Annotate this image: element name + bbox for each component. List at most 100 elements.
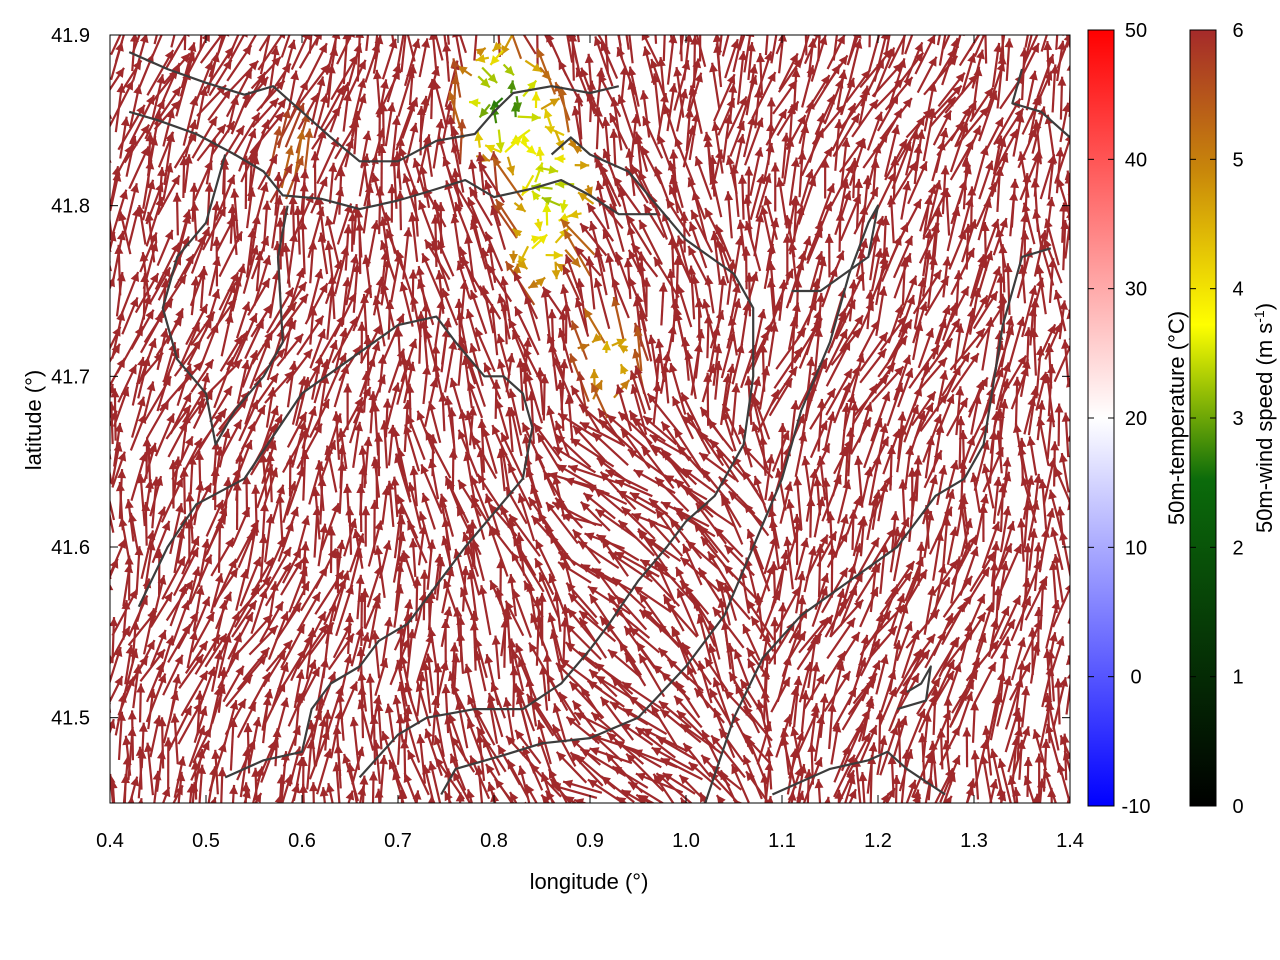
wind-vector-head	[352, 263, 362, 273]
wind-vector-head	[113, 647, 123, 658]
wind-vector-head	[1035, 277, 1045, 288]
wind-vector-head	[570, 257, 581, 268]
wind-vector-head	[826, 388, 836, 399]
wind-vector-head	[326, 526, 336, 536]
wind-vector-head	[660, 502, 672, 511]
wind-vector-head	[289, 232, 299, 243]
wind-vector-head	[533, 17, 542, 26]
wind-vector-head	[753, 475, 762, 486]
wind-vector-head	[198, 706, 208, 717]
wind-vector-head	[193, 702, 202, 713]
wind-vector-head	[733, 649, 743, 660]
wind-vector-head	[558, 310, 568, 320]
wind-vector-head	[335, 186, 345, 197]
wind-vector-head	[766, 243, 776, 254]
wind-vector-head	[988, 182, 997, 193]
wind-vector-head	[145, 160, 155, 170]
wind-vector-head	[212, 236, 222, 246]
wind-vector-head	[821, 443, 830, 454]
wind-vector	[391, 35, 396, 47]
wind-vector-head	[983, 198, 992, 209]
wind-vector-head	[1073, 274, 1082, 283]
wind-vector-head	[851, 328, 861, 339]
wind-vector-head	[1033, 542, 1043, 552]
wind-vector-head	[857, 138, 867, 149]
wind-vector-head	[1002, 471, 1012, 482]
wind-vector-head	[228, 717, 238, 728]
wind-vector-head	[706, 363, 716, 374]
wind-vector-head	[778, 109, 787, 120]
wind-vector-head	[879, 423, 889, 434]
wind-vector-head	[265, 452, 275, 462]
wind-vector-head	[976, 49, 985, 60]
wind-vector-head	[938, 318, 948, 329]
wind-vector-head	[580, 687, 590, 698]
wind-vector-head	[593, 107, 603, 117]
wind-vector-head	[868, 383, 878, 394]
wind-vector-head	[902, 181, 912, 191]
wind-vector-head	[116, 83, 126, 94]
wind-vector-head	[668, 363, 678, 373]
wind-vector-head	[160, 328, 169, 339]
wind-vector-head	[991, 521, 1001, 532]
wind-vector-head	[887, 669, 897, 680]
wind-vector-head	[540, 374, 550, 384]
wind-vector-head	[948, 302, 958, 313]
wind-vector-head	[1022, 596, 1031, 607]
wind-vector-head	[155, 182, 164, 193]
wind-vector-head	[580, 223, 590, 234]
wind-vector-head	[896, 316, 906, 327]
wind-vector-head	[568, 464, 579, 474]
wind-vector-head	[916, 116, 925, 127]
wind-vector-head	[712, 607, 722, 618]
wind-vector-head	[816, 714, 826, 725]
wind-vector-head	[141, 501, 151, 512]
wind-vector-head	[229, 700, 239, 711]
wind-vector-head	[204, 60, 213, 72]
wind-vector	[100, 188, 107, 231]
wind-vector-head	[95, 501, 104, 511]
wind-vector-head	[396, 505, 405, 515]
wind-vector-head	[190, 201, 200, 212]
wind-vector-head	[933, 414, 942, 425]
wind-vector-head	[174, 654, 183, 665]
wind-vector-head	[782, 655, 792, 666]
wind-vector-head	[984, 250, 994, 261]
wind-vector-head	[357, 321, 367, 331]
wind-vector-head	[195, 450, 205, 461]
wind-vector-head	[633, 326, 643, 337]
wind-vector-head	[919, 301, 928, 312]
wind-vector-head	[894, 304, 904, 315]
wind-vector-head	[110, 558, 119, 569]
wind-vector-head	[544, 525, 555, 536]
wind-vector-head	[264, 689, 274, 699]
wind-vector-head	[328, 162, 338, 173]
wind-vector-head	[467, 381, 476, 392]
wind-vector-head	[602, 148, 612, 159]
wind-vector-head	[230, 272, 239, 283]
wind-vector-head	[599, 419, 609, 429]
wind-vector-head	[336, 539, 346, 550]
wind-vector-head	[771, 590, 781, 601]
wind-vector-head	[871, 232, 881, 242]
wind-vector-head	[946, 489, 955, 500]
wind-vector-head	[929, 474, 938, 485]
wind-vector-head	[233, 231, 243, 242]
wind-vector-head	[625, 148, 635, 158]
wind-vector	[110, 215, 114, 242]
wind-vector-head	[110, 583, 114, 591]
wind-vector-head	[595, 180, 605, 191]
wind-vector-head	[658, 563, 668, 574]
wind-vector-head	[584, 186, 593, 197]
wind-vector-head	[836, 651, 846, 662]
wind-vector-head	[619, 65, 629, 76]
wind-vector-head	[425, 633, 434, 644]
wind-vector-head	[151, 476, 161, 487]
wind-vector-head	[96, 375, 105, 384]
wind-vector-head	[397, 531, 406, 542]
wind-vector	[718, 35, 723, 56]
wind-vector-head	[649, 194, 658, 205]
wind-vector-head	[342, 35, 352, 40]
wind-vector-head	[460, 587, 469, 598]
wind-vector-head	[542, 203, 552, 213]
